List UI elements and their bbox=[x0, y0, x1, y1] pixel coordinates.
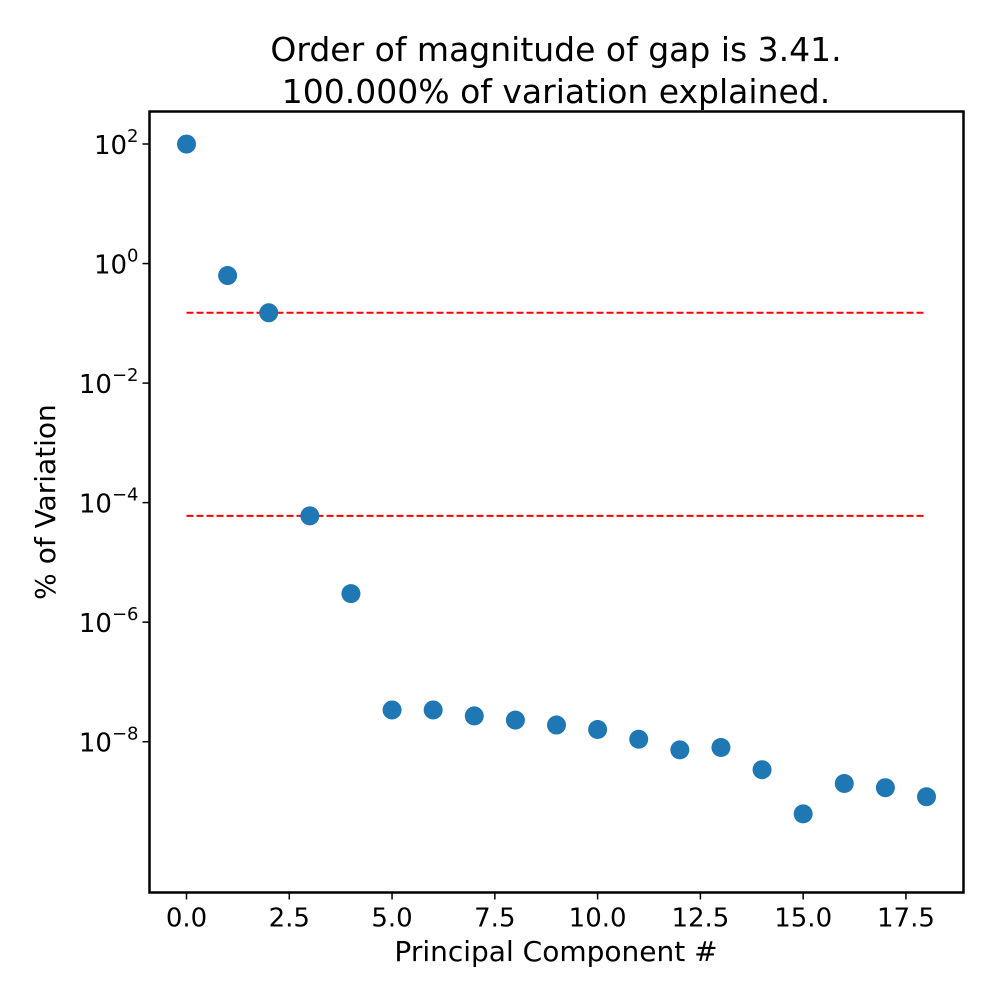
y-tick-base: 10 bbox=[79, 490, 112, 520]
data-point-7 bbox=[464, 706, 484, 726]
data-point-9 bbox=[547, 715, 566, 735]
chart-title-line-1: Order of magnitude of gap is 3.41. bbox=[270, 30, 841, 69]
x-tick-label: 0.0 bbox=[166, 904, 207, 934]
x-tick-label: 10.0 bbox=[569, 904, 627, 934]
y-tick-exponent: −4 bbox=[112, 485, 139, 506]
y-tick-label: 102 bbox=[94, 126, 139, 161]
data-point-2 bbox=[259, 303, 279, 323]
y-tick-base: 10 bbox=[94, 251, 127, 281]
data-point-0 bbox=[177, 134, 196, 154]
data-point-6 bbox=[423, 700, 443, 720]
plot-area bbox=[177, 134, 936, 824]
data-point-1 bbox=[218, 266, 238, 286]
data-point-11 bbox=[629, 729, 649, 749]
data-point-17 bbox=[875, 778, 895, 798]
y-tick-exponent: 2 bbox=[127, 126, 138, 147]
data-point-12 bbox=[670, 740, 690, 760]
data-point-4 bbox=[341, 584, 361, 604]
data-point-13 bbox=[711, 738, 731, 758]
data-point-8 bbox=[505, 710, 525, 730]
y-tick-base: 10 bbox=[79, 609, 112, 639]
data-point-5 bbox=[382, 700, 402, 720]
y-tick-label: 10−6 bbox=[79, 604, 139, 639]
y-tick-label: 100 bbox=[94, 246, 139, 281]
x-tick-label: 2.5 bbox=[269, 904, 310, 934]
data-point-15 bbox=[793, 804, 813, 824]
data-point-18 bbox=[917, 787, 936, 807]
y-axis-label: % of Variation bbox=[29, 404, 62, 600]
y-tick-exponent: −6 bbox=[112, 604, 139, 625]
x-axis: 0.0 2.5 5.0 7.5 10.0 12.5 15.0 17.5 bbox=[166, 892, 935, 934]
x-tick-label: 12.5 bbox=[671, 904, 729, 934]
x-tick-label: 7.5 bbox=[474, 904, 515, 934]
y-tick-base: 10 bbox=[94, 131, 127, 161]
y-tick-label: 10−2 bbox=[79, 365, 139, 400]
y-tick-exponent: 0 bbox=[127, 246, 138, 267]
data-point-10 bbox=[588, 720, 608, 740]
data-point-16 bbox=[834, 773, 854, 793]
x-tick-label: 15.0 bbox=[774, 904, 832, 934]
y-tick-base: 10 bbox=[79, 370, 112, 400]
data-point-3 bbox=[300, 506, 320, 526]
x-tick-label: 5.0 bbox=[371, 904, 412, 934]
x-axis-label: Principal Component # bbox=[394, 935, 717, 968]
y-tick-base: 10 bbox=[79, 729, 112, 759]
data-point-14 bbox=[752, 760, 772, 780]
x-tick-label: 17.5 bbox=[877, 904, 935, 934]
y-tick-exponent: −2 bbox=[112, 365, 139, 386]
chart-title-line-2: 100.000% of variation explained. bbox=[282, 72, 830, 111]
y-tick-label: 10−8 bbox=[79, 724, 139, 759]
y-tick-exponent: −8 bbox=[112, 724, 139, 745]
y-tick-label: 10−4 bbox=[79, 485, 139, 520]
